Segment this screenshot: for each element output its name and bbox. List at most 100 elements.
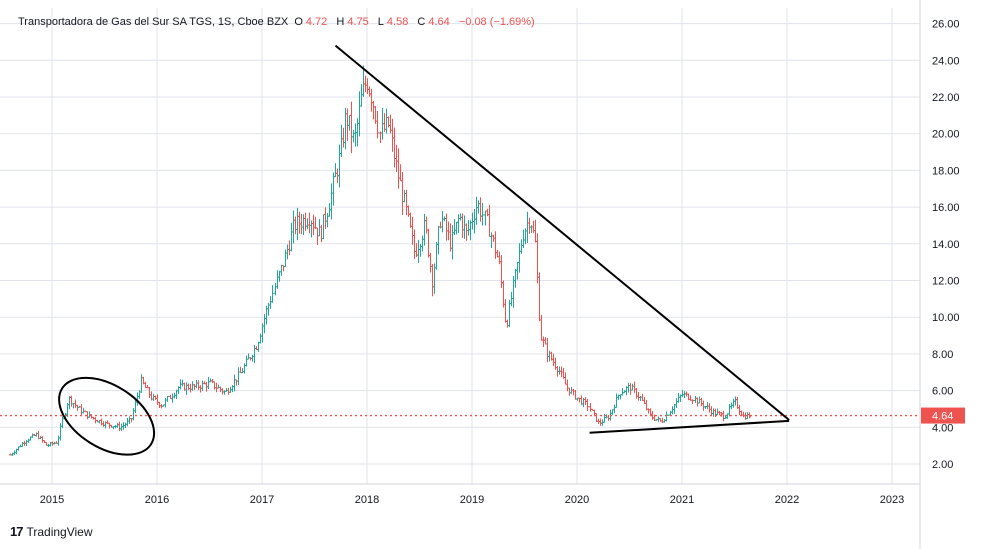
ohlc-bar: [530, 225, 533, 234]
ohlc-bar: [82, 407, 85, 414]
ohlc-bar: [70, 395, 73, 407]
ohlc-bar: [546, 337, 549, 363]
ohlc-bar: [534, 219, 537, 243]
ohlc-bar: [481, 202, 484, 226]
ohlc-bar: [31, 433, 34, 438]
ohlc-bar: [451, 225, 454, 260]
ohlc-bar: [586, 398, 589, 412]
low-value: L 4.58: [377, 16, 409, 28]
ohlc-bar: [520, 239, 523, 254]
ohlc-bar: [730, 402, 733, 410]
ohlc-bar: [126, 417, 129, 427]
ohlc-bar: [488, 204, 491, 238]
last-price-tag: [921, 407, 965, 424]
ohlc-bar: [669, 410, 672, 416]
ohlc-bar: [401, 171, 404, 216]
ohlc-bar: [245, 355, 248, 367]
ohlc-bar: [360, 84, 363, 107]
y-tick-label: 20.00: [932, 129, 960, 141]
ohlc-bar: [694, 396, 697, 403]
ohlc-bar: [568, 387, 571, 396]
ohlc-bar: [298, 211, 301, 234]
ohlc-bar: [80, 404, 83, 416]
y-tick-label: 24.00: [932, 55, 960, 67]
ohlc-bar: [207, 376, 210, 390]
ohlc-bar: [318, 219, 321, 237]
tradingview-logo-icon: 17: [10, 524, 24, 539]
symbol-legend: Transportadora de Gas del Sur SA TGS, 1S…: [18, 16, 538, 28]
y-tick-label: 10.00: [932, 312, 960, 324]
ohlc-bar: [403, 189, 406, 203]
ohlc-bar: [201, 380, 204, 391]
ohlc-bar: [558, 366, 561, 375]
ohlc-bar: [312, 214, 315, 236]
ohlc-bar: [691, 399, 694, 405]
y-tick-label: 26.00: [932, 19, 960, 31]
y-tick-label: 2.00: [932, 459, 953, 471]
y-tick-label: 18.00: [932, 165, 960, 177]
ohlc-bar: [522, 229, 525, 249]
ohlc-bar: [183, 382, 186, 391]
ohlc-bar: [683, 391, 686, 398]
ohlc-bar: [564, 372, 567, 385]
ohlc-bar: [302, 214, 305, 235]
ohlc-bar: [128, 416, 131, 425]
ohlc-bar: [413, 229, 416, 260]
ohlc-bar: [199, 385, 202, 393]
ohlc-bar: [395, 144, 398, 172]
ohlc-bar: [540, 314, 543, 341]
ohlc-bar: [148, 386, 151, 399]
y-tick-label: 8.00: [932, 349, 953, 361]
ohlc-bar: [538, 272, 541, 322]
ohlc-bar: [441, 211, 444, 233]
ohlc-bar: [372, 100, 375, 120]
trend-line[interactable]: [589, 419, 790, 434]
ohlc-bar: [304, 212, 307, 231]
ohlc-bar: [437, 225, 440, 255]
ohlc-bar: [164, 397, 167, 408]
ohlc-bar: [27, 438, 30, 443]
trend-line[interactable]: [334, 44, 790, 421]
ohlc-bar: [595, 413, 598, 423]
ohlc-bar: [506, 319, 509, 328]
ohlc-bar: [671, 406, 674, 415]
ohlc-bar: [211, 379, 214, 384]
ohlc-bar: [397, 148, 400, 189]
ellipse-drawing[interactable]: [46, 362, 168, 471]
price-axis: 26.00 24.00 22.00 20.00 18.00 16.00 14.00 12.00…: [919, 0, 965, 549]
x-tick-label: 2021: [670, 494, 694, 506]
ohlc-bar: [736, 396, 739, 409]
ohlc-bar: [340, 124, 343, 158]
ohlc-bar: [274, 282, 277, 296]
y-tick-label: 14.00: [932, 239, 960, 251]
ohlc-bar: [338, 144, 341, 188]
x-tick-label: 2019: [460, 494, 484, 506]
ohlc-bar: [181, 379, 184, 387]
ohlc-bar: [243, 363, 246, 374]
tradingview-brand[interactable]: 17 TradingView: [10, 524, 93, 539]
ohlc-bar: [544, 337, 547, 345]
ohlc-bar: [502, 280, 505, 308]
ohlc-bar: [300, 213, 303, 235]
ohlc-bar: [518, 243, 521, 273]
ohlc-bar: [615, 393, 618, 408]
ohlc-bar: [385, 108, 388, 134]
ohlc-bar: [552, 353, 555, 367]
ohlc-bar: [350, 101, 353, 154]
ohlc-bar: [61, 416, 64, 429]
ohlc-bar: [542, 336, 545, 348]
ohlc-bar: [435, 241, 438, 270]
ohlc-bar: [251, 354, 254, 362]
ohlc-bar: [306, 218, 309, 230]
ohlc-bar: [566, 379, 569, 392]
ohlc-bar: [241, 368, 244, 374]
ohlc-bar: [716, 408, 719, 415]
ohlc-bar: [348, 114, 351, 131]
x-tick-label: 2018: [355, 494, 379, 506]
ohlc-bar: [185, 382, 188, 395]
ohlc-bar: [399, 164, 402, 182]
x-tick-label: 2022: [775, 494, 799, 506]
ohlc-bar: [370, 88, 373, 112]
ohlc-bar: [57, 435, 60, 446]
